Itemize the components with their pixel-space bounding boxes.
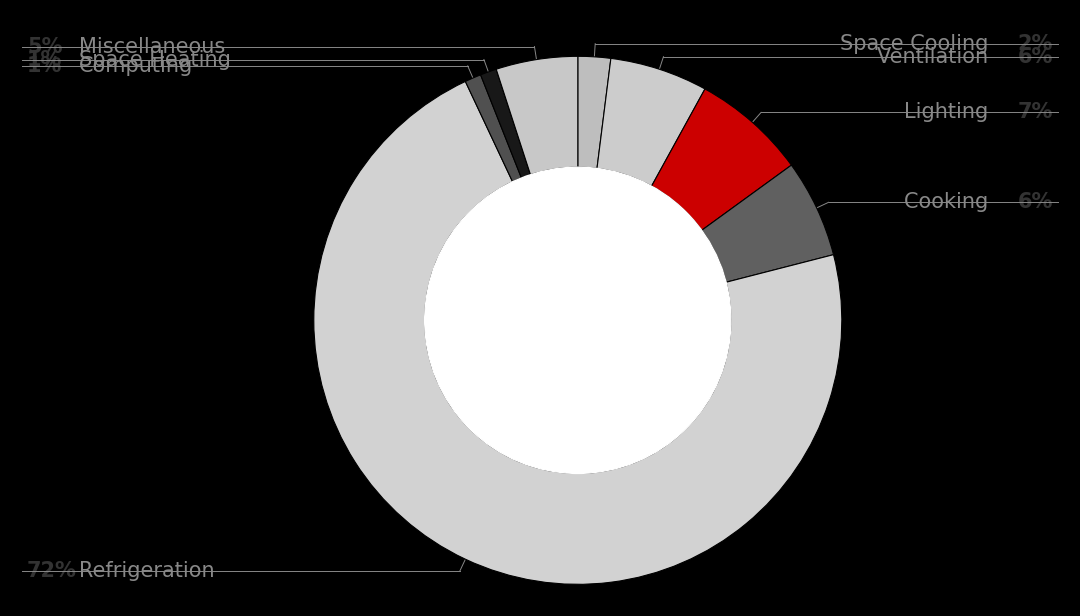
Text: Miscellaneous: Miscellaneous	[79, 36, 225, 57]
Wedge shape	[702, 165, 834, 282]
Text: 6%: 6%	[1017, 47, 1053, 67]
Text: Computing: Computing	[79, 56, 193, 76]
Text: 7%: 7%	[1017, 102, 1053, 123]
Text: 6%: 6%	[1017, 192, 1053, 213]
Text: 72%: 72%	[27, 561, 77, 581]
Wedge shape	[465, 75, 522, 182]
Text: Ventilation: Ventilation	[877, 47, 1001, 67]
Wedge shape	[314, 81, 841, 585]
Text: Refrigeration: Refrigeration	[79, 561, 215, 581]
Text: 1%: 1%	[27, 49, 63, 70]
Text: Cooking: Cooking	[904, 192, 1001, 213]
Wedge shape	[597, 59, 705, 186]
Text: Lighting: Lighting	[904, 102, 1001, 123]
Text: Space Cooling: Space Cooling	[839, 34, 1001, 54]
Wedge shape	[496, 56, 578, 175]
Wedge shape	[481, 69, 530, 178]
Text: 5%: 5%	[27, 36, 63, 57]
Text: 1%: 1%	[27, 56, 63, 76]
Circle shape	[424, 167, 731, 474]
Wedge shape	[578, 56, 611, 168]
Text: 2%: 2%	[1017, 34, 1053, 54]
Wedge shape	[651, 89, 792, 230]
Text: Space Heating: Space Heating	[79, 49, 231, 70]
